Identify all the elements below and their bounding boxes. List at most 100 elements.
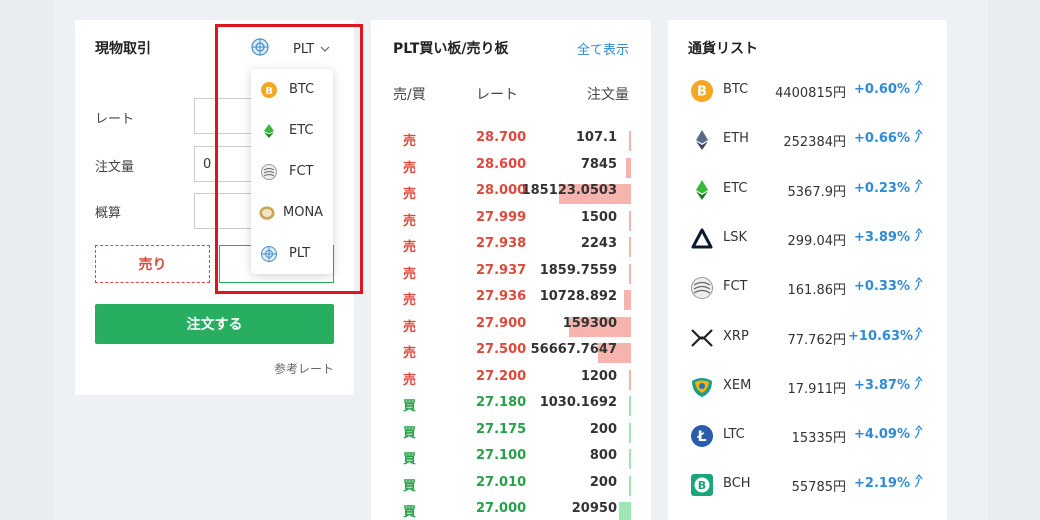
currency-row-xrp[interactable]: XRP 77.762円 +10.63% xyxy=(668,316,947,356)
currency-row-etc[interactable]: ETC 5367.9円 +0.23% xyxy=(668,168,947,208)
dropdown-item-fct[interactable]: FCT xyxy=(251,151,333,192)
dropdown-item-etc[interactable]: ETC xyxy=(251,110,333,151)
trend-up-icon xyxy=(913,227,925,246)
currency-price: 299.04円 xyxy=(787,233,847,249)
dropdown-item-mona[interactable]: MONA xyxy=(251,192,333,233)
order-book-row[interactable]: 売 27.938 2243 xyxy=(371,236,651,263)
eth-icon xyxy=(690,128,714,152)
currency-symbol: XRP xyxy=(723,328,749,344)
currency-price: 15335円 xyxy=(791,431,846,447)
row-qty: 159300 xyxy=(562,315,617,331)
order-book-row[interactable]: 売 28.700 107.1 xyxy=(371,130,651,157)
row-rate: 27.938 xyxy=(476,236,527,251)
currency-change: +0.33% xyxy=(854,279,910,295)
show-all-link[interactable]: 全て表示 xyxy=(576,43,629,58)
fct-icon xyxy=(690,276,714,300)
trend-up-icon xyxy=(913,129,925,147)
quantity-label: 注文量 xyxy=(95,160,135,175)
order-book-row[interactable]: 売 27.936 10728.892 xyxy=(371,289,651,316)
row-qty: 10728.892 xyxy=(539,289,617,304)
order-button[interactable]: 注文する xyxy=(95,304,334,344)
row-side: 買 xyxy=(403,505,417,520)
currency-symbol: XEM xyxy=(723,377,752,393)
row-side: 買 xyxy=(403,478,417,494)
depth-bar xyxy=(559,184,631,204)
svg-text:B: B xyxy=(698,479,706,492)
currency-row-btc[interactable]: B BTC 4400815円 +0.60% xyxy=(668,69,947,109)
currency-row-xem[interactable]: XEM 17.911円 +3.87% xyxy=(668,365,947,405)
row-qty: 1859.7559 xyxy=(539,262,617,278)
order-book-row[interactable]: 売 27.900 159300 xyxy=(371,316,651,343)
currency-row-fct[interactable]: FCT 161.86円 +0.33% xyxy=(668,266,947,306)
svg-text:B: B xyxy=(697,85,707,100)
currency-symbol: ETC xyxy=(723,180,748,196)
currency-price: 252384円 xyxy=(783,135,846,151)
currency-row-ltc[interactable]: Ł LTC 15335円 +4.09% xyxy=(668,414,947,454)
row-side: 売 xyxy=(403,213,417,229)
depth-bar xyxy=(626,157,631,178)
etc-icon xyxy=(261,123,277,139)
row-rate: 27.180 xyxy=(476,395,527,410)
reference-rate-link[interactable]: 参考レート xyxy=(273,362,334,376)
currency-row-bch[interactable]: B BCH 55785円 +2.19% xyxy=(668,463,947,503)
order-book-row[interactable]: 買 27.010 200 xyxy=(371,475,651,502)
row-qty: 1030.1692 xyxy=(539,395,617,410)
order-book-row[interactable]: 買 27.175 200 xyxy=(371,422,651,449)
currency-select[interactable]: PLT xyxy=(251,38,330,60)
trend-up-icon xyxy=(913,375,925,394)
depth-bar xyxy=(629,263,631,284)
row-rate: 27.010 xyxy=(476,474,527,490)
order-book-row[interactable]: 買 27.000 20950 xyxy=(371,501,651,520)
currency-row-eth[interactable]: ETH 252384円 +0.66% xyxy=(668,118,947,158)
row-side: 買 xyxy=(403,399,417,414)
trend-up-icon xyxy=(913,79,925,98)
dropdown-item-label: BTC xyxy=(289,82,315,97)
order-book-row[interactable]: 売 27.999 1500 xyxy=(371,210,651,237)
row-side: 売 xyxy=(403,266,417,282)
row-qty: 185123.0503 xyxy=(521,183,617,198)
row-qty: 7845 xyxy=(580,156,617,172)
depth-bar xyxy=(598,343,631,363)
row-qty: 800 xyxy=(589,448,617,463)
sell-button[interactable]: 売り xyxy=(95,245,210,283)
order-book-row[interactable]: 売 27.500 56667.7647 xyxy=(371,342,651,369)
currency-row-lsk[interactable]: LSK 299.04円 +3.89% xyxy=(668,217,947,257)
row-side: 売 xyxy=(403,346,417,361)
dropdown-item-plt[interactable]: PLT xyxy=(251,233,333,274)
btc-icon: B xyxy=(261,81,277,98)
row-qty: 200 xyxy=(589,474,617,490)
dropdown-item-label: MONA xyxy=(283,205,324,220)
row-qty: 2243 xyxy=(580,236,617,251)
depth-bar xyxy=(629,369,631,390)
order-book-row[interactable]: 売 27.937 1859.7559 xyxy=(371,263,651,290)
trend-up-icon xyxy=(913,474,925,492)
fct-icon xyxy=(261,163,277,180)
currency-symbol: BCH xyxy=(723,476,751,492)
currency-symbol: LTC xyxy=(723,427,745,443)
currency-price: 161.86円 xyxy=(787,283,847,299)
row-rate: 27.100 xyxy=(476,448,527,463)
rate-label: レート xyxy=(95,112,135,127)
plt-icon xyxy=(261,245,277,262)
row-side: 売 xyxy=(403,319,417,335)
header-qty: 注文量 xyxy=(587,87,629,103)
order-book-row[interactable]: 売 28.600 7845 xyxy=(371,157,651,184)
order-book-row[interactable]: 買 27.180 1030.1692 xyxy=(371,395,651,422)
estimate-label: 概算 xyxy=(95,206,122,221)
svg-text:B: B xyxy=(265,86,273,97)
order-book-title: PLT買い板/売り板 xyxy=(393,41,509,57)
order-book-row[interactable]: 売 28.000 185123.0503 xyxy=(371,183,651,210)
row-side: 売 xyxy=(403,240,417,255)
dropdown-item-btc[interactable]: B BTC xyxy=(251,69,333,110)
order-book-row[interactable]: 買 27.100 800 xyxy=(371,448,651,475)
depth-bar xyxy=(629,237,631,257)
currency-price: 5367.9円 xyxy=(787,184,847,200)
currency-price: 17.911円 xyxy=(787,381,847,397)
spot-trade-title: 現物取引 xyxy=(95,41,151,57)
order-book-row[interactable]: 売 27.200 1200 xyxy=(371,369,651,396)
row-rate: 28.600 xyxy=(476,156,527,172)
trend-up-icon xyxy=(913,178,925,197)
currency-symbol: ETH xyxy=(723,131,749,147)
currency-symbol: LSK xyxy=(723,229,748,245)
bch-icon: B xyxy=(690,473,714,497)
